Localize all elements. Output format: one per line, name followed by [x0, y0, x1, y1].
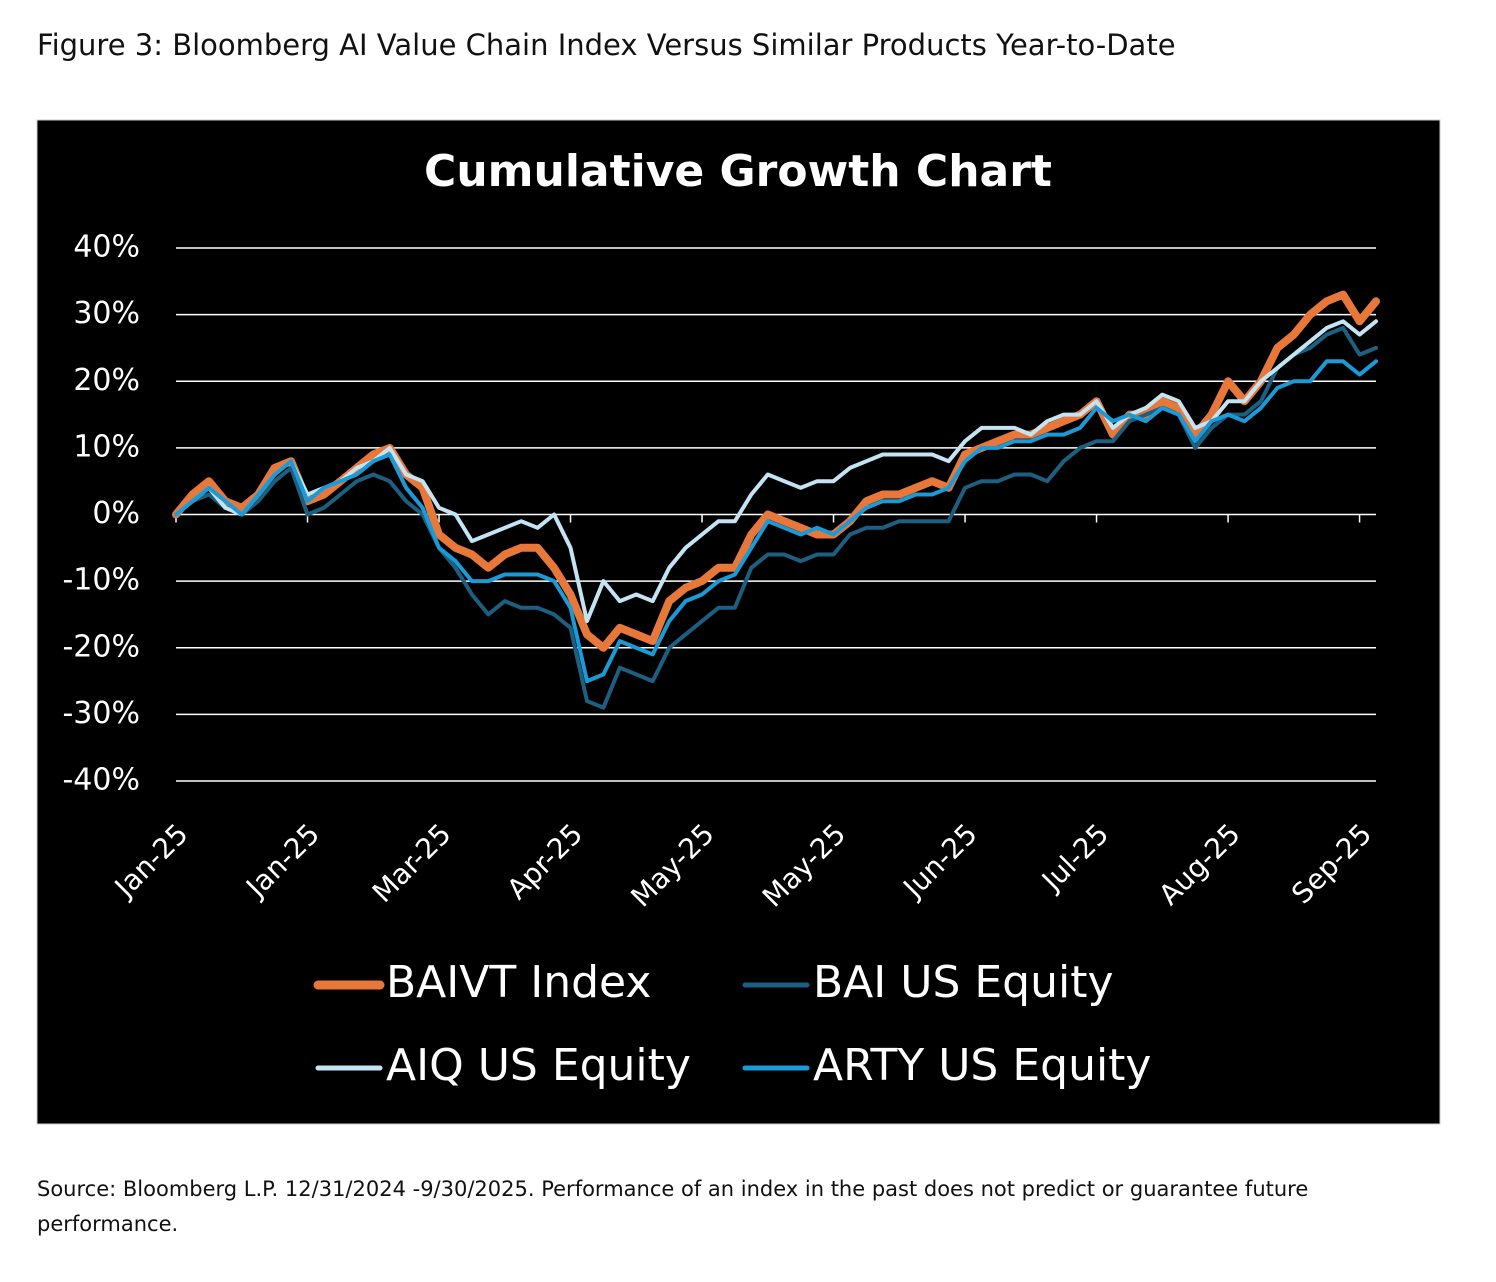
- y-tick-label: -10%: [62, 563, 140, 598]
- chart-title: Cumulative Growth Chart: [424, 146, 1052, 197]
- legend-label: BAIVT Index: [386, 957, 651, 1008]
- y-tick-label: -40%: [62, 763, 140, 798]
- source-note: Source: Bloomberg L.P. 12/31/2024 -9/30/…: [37, 1177, 1309, 1236]
- y-tick-label: -20%: [62, 629, 140, 664]
- y-tick-label: 40%: [73, 230, 140, 265]
- y-tick-label: 20%: [73, 363, 140, 398]
- series-line: [172, 290, 1380, 652]
- legend-label: AIQ US Equity: [386, 1040, 691, 1091]
- chart-background: [36, 119, 1441, 1125]
- y-tick-label: 10%: [73, 429, 140, 464]
- legend-label: ARTY US Equity: [813, 1040, 1151, 1091]
- y-tick-label: 0%: [92, 496, 140, 531]
- figure-title: Figure 3: Bloomberg AI Value Chain Index…: [37, 28, 1176, 62]
- y-tick-label: 30%: [73, 296, 140, 331]
- legend-label: BAI US Equity: [813, 957, 1114, 1008]
- series-line: [174, 359, 1378, 684]
- y-tick-label: -30%: [62, 696, 140, 731]
